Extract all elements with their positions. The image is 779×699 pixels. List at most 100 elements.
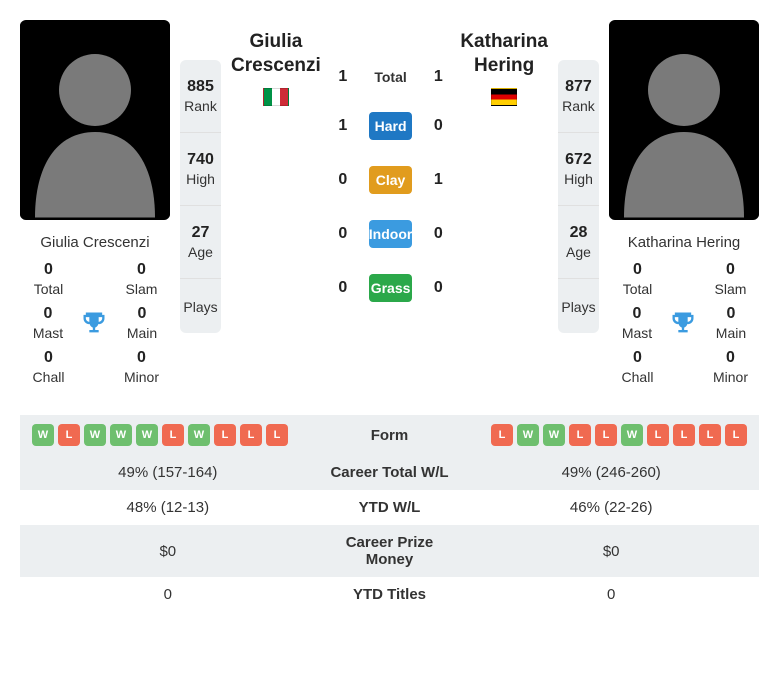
p1-titles-minor: 0 Minor (115, 349, 168, 385)
p2-titles-minor: 0 Minor (704, 349, 757, 385)
p2-titles-chall: 0 Chall (611, 349, 664, 385)
h2h-p2: 0 (426, 225, 450, 243)
surface-pill: Indoor (369, 220, 413, 248)
form-loss-badge: L (214, 424, 236, 446)
form-loss-badge: L (725, 424, 747, 446)
p2-name-column: Katharina Hering (460, 20, 548, 106)
h2h-column: 1 Total 1 1Hard00Clay10Indoor00Grass0 (331, 20, 451, 328)
p2-titles-main: 0 Main (705, 305, 757, 341)
p1-rank: 885 Rank (180, 60, 221, 132)
form-win-badge: W (84, 424, 106, 446)
form-win-badge: W (188, 424, 210, 446)
p1-titles-slam: 0 Slam (115, 261, 168, 297)
form-win-badge: W (517, 424, 539, 446)
form-loss-badge: L (673, 424, 695, 446)
table-row: 48% (12-13)YTD W/L46% (22-26) (20, 490, 759, 525)
germany-flag-icon (491, 88, 517, 106)
p1-name-below: Giulia Crescenzi (20, 220, 170, 261)
form-loss-badge: L (240, 424, 262, 446)
p1-form: WLWWWLWLLL (32, 424, 304, 446)
form-loss-badge: L (266, 424, 288, 446)
form-label: Form (316, 415, 464, 455)
h2h-surfaces: 1Hard00Clay10Indoor00Grass0 (331, 112, 451, 302)
form-loss-badge: L (491, 424, 513, 446)
p1-photo (20, 20, 170, 220)
form-row: WLWWWLWLLL Form LWWLLWLLLL (20, 415, 759, 455)
p2-rank: 877 Rank (558, 60, 599, 132)
form-loss-badge: L (162, 424, 184, 446)
p1-photo-column: Giulia Crescenzi 0 Total 0 Slam 0 Mast 0… (20, 20, 170, 385)
stat-label: YTD Titles (316, 577, 464, 612)
surface-pill: Clay (369, 166, 413, 194)
form-win-badge: W (110, 424, 132, 446)
h2h-surface-row: 0 Grass 0 (331, 274, 451, 302)
p2-titles-total: 0 Total (611, 261, 664, 297)
stat-p2: 0 (463, 577, 759, 612)
p1-titles-row1: 0 Total 0 Slam (20, 261, 170, 297)
p2-stat-column: 877 Rank 672 High 28 Age Plays (558, 60, 599, 333)
form-win-badge: W (136, 424, 158, 446)
p1-name-column: Giulia Crescenzi (231, 20, 321, 106)
form-loss-badge: L (699, 424, 721, 446)
trophy-icon (80, 309, 108, 337)
p2-titles-slam: 0 Slam (704, 261, 757, 297)
p2-titles-row2: 0 Mast 0 Main (609, 305, 759, 341)
stat-label: Career Prize Money (316, 525, 464, 577)
p2-high: 672 High (558, 132, 599, 205)
avatar-placeholder-icon (609, 20, 759, 220)
h2h-surface-row: 0 Indoor 0 (331, 220, 451, 248)
stat-label: Career Total W/L (316, 455, 464, 490)
p2-form: LWWLLWLLLL (475, 424, 747, 446)
h2h-p2: 0 (426, 279, 450, 297)
form-win-badge: W (32, 424, 54, 446)
stat-p1: $0 (20, 525, 316, 577)
p2-name-below: Katharina Hering (609, 220, 759, 261)
form-loss-badge: L (569, 424, 591, 446)
stat-p1: 0 (20, 577, 316, 612)
surface-pill: Hard (369, 112, 413, 140)
p1-age: 27 Age (180, 205, 221, 278)
p2-photo (609, 20, 759, 220)
stat-p2: 46% (22-26) (463, 490, 759, 525)
stat-p1: 48% (12-13) (20, 490, 316, 525)
h2h-total: 1 Total 1 (331, 68, 451, 86)
stats-table: WLWWWLWLLL Form LWWLLWLLLL 49% (157-164)… (20, 415, 759, 612)
h2h-p2: 0 (426, 117, 450, 135)
p2-plays: Plays (558, 278, 599, 333)
p2-photo-column: Katharina Hering 0 Total 0 Slam 0 Mast 0… (609, 20, 759, 385)
top-row: Giulia Crescenzi 0 Total 0 Slam 0 Mast 0… (20, 20, 759, 385)
h2h-p2: 1 (426, 171, 450, 189)
p2-titles-mast: 0 Mast (611, 305, 663, 341)
p1-titles-total: 0 Total (22, 261, 75, 297)
p1-titles-row3: 0 Chall 0 Minor (20, 349, 170, 385)
stat-p2: 49% (246-260) (463, 455, 759, 490)
h2h-surface-row: 0 Clay 1 (331, 166, 451, 194)
table-row: 0YTD Titles0 (20, 577, 759, 612)
stat-rows: 49% (157-164)Career Total W/L49% (246-26… (20, 455, 759, 612)
table-row: 49% (157-164)Career Total W/L49% (246-26… (20, 455, 759, 490)
p2-titles-row3: 0 Chall 0 Minor (609, 349, 759, 385)
p1-titles-row2: 0 Mast 0 Main (20, 305, 170, 341)
h2h-p1: 0 (331, 279, 355, 297)
stat-p1: 49% (157-164) (20, 455, 316, 490)
p1-titles-main: 0 Main (116, 305, 168, 341)
h2h-p1: 0 (331, 225, 355, 243)
p2-name: Katharina Hering (460, 30, 548, 78)
form-win-badge: W (543, 424, 565, 446)
p2-titles-row1: 0 Total 0 Slam (609, 261, 759, 297)
p1-stat-column: 885 Rank 740 High 27 Age Plays (180, 60, 221, 333)
italy-flag-icon (263, 88, 289, 106)
p1-name: Giulia Crescenzi (231, 30, 321, 78)
p1-plays: Plays (180, 278, 221, 333)
table-row: $0Career Prize Money$0 (20, 525, 759, 577)
h2h-p1: 0 (331, 171, 355, 189)
form-loss-badge: L (595, 424, 617, 446)
h2h-surface-row: 1Hard0 (331, 112, 451, 140)
avatar-placeholder-icon (20, 20, 170, 220)
stat-label: YTD W/L (316, 490, 464, 525)
surface-pill: Grass (369, 274, 413, 302)
form-win-badge: W (621, 424, 643, 446)
p2-age: 28 Age (558, 205, 599, 278)
trophy-icon (669, 309, 697, 337)
p1-high: 740 High (180, 132, 221, 205)
